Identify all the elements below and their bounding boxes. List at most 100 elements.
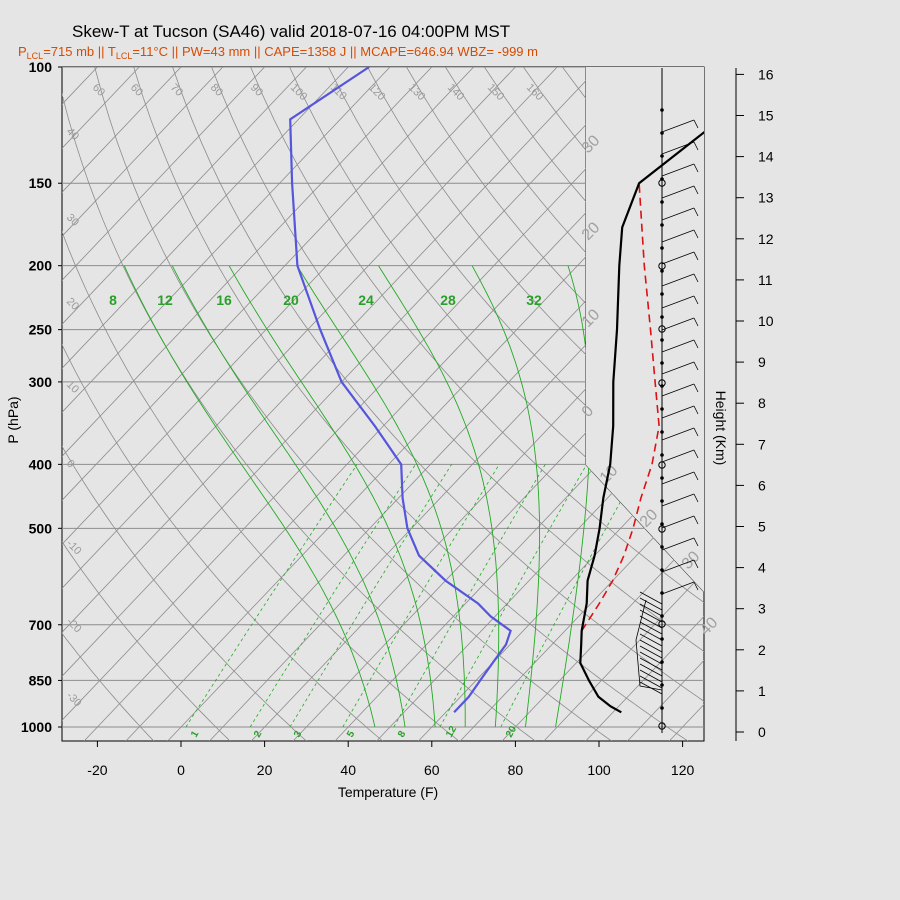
- wind-level-dot: [660, 269, 664, 273]
- dry-adiabat: [94, 67, 612, 741]
- wind-barb: [639, 603, 663, 617]
- wind-barb: [639, 597, 663, 611]
- wind-barb: [639, 657, 663, 671]
- x-tick-label: 100: [587, 762, 611, 778]
- wind-barb: [661, 295, 695, 309]
- wind-barb: [639, 633, 663, 647]
- wind-barb: [639, 645, 663, 659]
- isotherm-label-left: 10: [64, 379, 81, 396]
- moist-adiabat: [123, 265, 376, 728]
- isotherm-line: [62, 67, 224, 237]
- y-axis-label: P (hPa): [5, 396, 21, 443]
- dry-adiabat: [62, 92, 536, 741]
- chart-title: Skew-T at Tucson (SA46) valid 2018-07-16…: [72, 22, 510, 41]
- height-axis-label: Height (Km): [713, 391, 729, 466]
- isotherm-line: [62, 67, 433, 457]
- dry-adiabat: [62, 343, 383, 741]
- isotherm-line: [62, 67, 558, 589]
- wind-barb: [661, 339, 695, 353]
- wind-barb-flag: [693, 339, 699, 349]
- mixing-ratio-label: 1: [189, 729, 202, 740]
- moist-adiabat: [296, 265, 466, 727]
- x-tick-label: 0: [177, 762, 185, 778]
- dry-adiabat: [289, 67, 704, 555]
- isotherm-label-top: 140: [445, 82, 466, 103]
- wind-calm-circle: [658, 179, 666, 187]
- mixing-ratio-label: 12: [444, 724, 459, 740]
- wind-barb-flag: [693, 449, 699, 459]
- isotherm-label-left: -10: [64, 538, 84, 558]
- wind-barb: [639, 621, 663, 635]
- wind-barb: [661, 559, 695, 573]
- wind-level-dot: [660, 499, 664, 503]
- wind-barb: [639, 615, 663, 629]
- height-tick-label: 9: [758, 354, 766, 370]
- wind-level-dot: [660, 108, 664, 112]
- wind-level-dot: [660, 660, 664, 664]
- wind-calm-circle: [658, 525, 666, 533]
- wind-barb-flag: [693, 427, 699, 437]
- wind-barb-flag: [693, 405, 699, 415]
- subtitle-lcl-t-sub: LCL: [116, 51, 133, 61]
- isotherm-label-top: 130: [406, 82, 427, 103]
- height-tick-label: 16: [758, 66, 774, 82]
- wind-level-dot: [660, 246, 664, 250]
- moist-adiabat: [228, 265, 436, 728]
- wind-barb-flag: [693, 273, 699, 283]
- mixing-ratio-label: 3: [292, 729, 305, 740]
- isotherm-line: [167, 175, 704, 741]
- x-tick-label: -20: [87, 762, 107, 778]
- isotherm-line: [62, 67, 475, 501]
- mixing-ratio-label: 2: [252, 729, 265, 740]
- dry-adiabat: [172, 67, 704, 702]
- wind-barb: [639, 609, 663, 623]
- wind-barb-flag: [693, 229, 699, 239]
- moist-adiabat: [378, 265, 500, 728]
- wind-level-dot: [660, 223, 664, 227]
- wind-level-dot: [660, 683, 664, 687]
- wind-barb-envelope: [635, 599, 663, 691]
- dry-adiabat: [367, 67, 704, 461]
- isotherm-line: [62, 67, 307, 325]
- dry-adiabat: [718, 67, 900, 741]
- isotherm-line: [62, 67, 516, 545]
- isotherm-label-left: 20: [64, 296, 81, 313]
- chart-grid: [62, 52, 900, 741]
- dry-adiabat: [133, 67, 689, 741]
- wind-barb-flag: [693, 471, 699, 481]
- isotherm-label-top: 150: [485, 82, 506, 103]
- height-tick-label: 0: [758, 724, 766, 740]
- mixing-ratio-label: 5: [345, 729, 358, 740]
- wind-barb: [661, 119, 695, 133]
- y-tick-label: 200: [29, 258, 53, 274]
- wind-level-dot: [660, 200, 664, 204]
- wind-level-dot: [660, 154, 664, 158]
- wind-calm-circle: [658, 620, 666, 628]
- dry-adiabat: [211, 67, 704, 653]
- subtitle-lcl-p-value: =715 mb || T: [43, 44, 116, 59]
- wind-barb: [639, 669, 663, 683]
- isotherm-line: [251, 263, 704, 741]
- height-tick-label: 2: [758, 642, 766, 658]
- x-tick-label: 60: [424, 762, 440, 778]
- height-tick-label: 4: [758, 560, 766, 576]
- wind-barb-flag: [693, 559, 699, 569]
- wind-barb-flag: [693, 251, 699, 261]
- isotherm-label-top: 100: [288, 82, 309, 103]
- wind-level-dot: [660, 476, 664, 480]
- isotherm-line: [585, 615, 704, 741]
- wind-level-dot: [660, 430, 664, 434]
- subtitle-lcl-p: P: [18, 44, 27, 59]
- wind-barb-flag: [693, 141, 699, 151]
- wind-barb: [639, 675, 663, 689]
- isotherm-label-top: 70: [168, 82, 185, 99]
- isotherm-line: [62, 67, 266, 281]
- wind-barb: [661, 317, 695, 331]
- mixing-ratio-line: [500, 464, 642, 728]
- wind-level-dot: [660, 522, 664, 526]
- wind-barbs: [635, 68, 699, 733]
- wind-barb: [661, 163, 695, 177]
- isotherm-line: [795, 52, 900, 741]
- dry-adiabat: [62, 445, 307, 741]
- wind-level-dot: [660, 568, 664, 572]
